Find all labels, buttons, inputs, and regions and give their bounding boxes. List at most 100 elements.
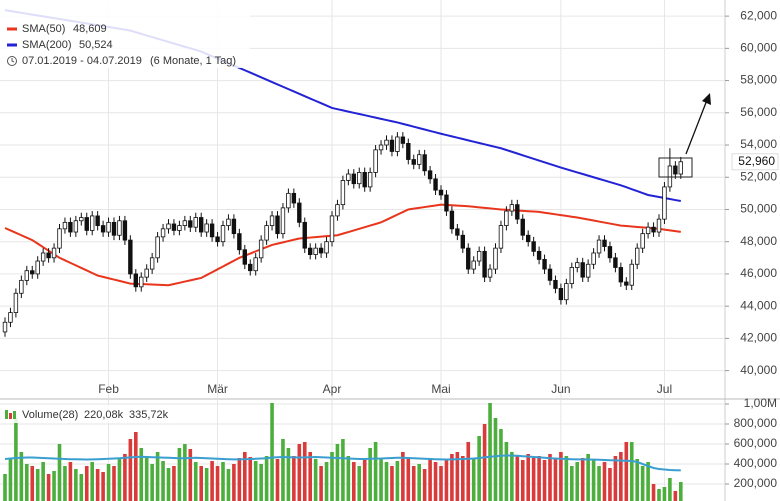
candle-body [607,246,613,259]
volume-bar [586,454,590,501]
volume-bar [352,462,356,501]
legend-value: 50,524 [79,39,113,51]
candle-body [280,207,286,235]
date-range: 07.01.2019 - 04.07.2019 [22,55,142,67]
volume-bar [477,436,481,501]
candle-body [297,202,302,223]
sma-line [4,203,681,287]
volume-bar [488,403,492,501]
candle-body [656,218,662,233]
y-tick-label: 600,000 [734,436,778,450]
candle-body [455,228,460,236]
volume-bar [259,464,263,501]
candle-body [19,279,24,294]
candle-body [558,288,564,301]
candle-body [149,257,155,270]
candle-body [133,273,138,288]
volume-bar [166,468,171,501]
candle-body [215,236,220,243]
candle-body [553,279,558,289]
volume-bar [450,454,454,501]
clock-icon [7,56,17,66]
volume-bar [602,462,607,501]
candle-body [253,257,258,272]
candle-body [438,189,444,196]
volume-bar [526,454,530,501]
candle-body [678,161,683,175]
volume-bar [117,458,122,501]
volume-bar [74,469,78,501]
candle-body [111,221,117,236]
x-tick-label: Jul [657,382,672,396]
candle-body [591,252,596,265]
candles [2,132,683,337]
legend-value: 220,08k [84,409,124,421]
candle-body [498,225,504,249]
legend-bg [0,0,250,68]
volume-bar [346,456,351,501]
volume-bar [466,442,471,501]
volume-bar [237,458,242,501]
volume-bar [281,439,285,501]
volume-ma-line [4,454,681,472]
y-tick-label: 56,000 [740,105,777,119]
candle-body [68,221,73,233]
volume-bar [150,464,154,501]
candle-body [57,228,62,249]
y-tick-label: 46,000 [740,266,777,280]
volume-bar [520,460,525,501]
candle-body [466,247,471,270]
volume-bar [542,460,547,501]
volume-bar [232,464,236,501]
volume-bar [580,458,585,501]
candle-body [62,221,68,230]
candle-body [471,260,476,270]
volume-bar [444,459,449,501]
volume-bar [384,462,389,501]
arrow [685,99,708,155]
volume-bar [308,452,312,501]
candle-body [106,221,111,233]
volume-bar [395,461,400,501]
volume-bar [548,454,552,501]
volume-bar [3,474,7,501]
legend-label: SMA(50) [22,23,65,35]
candle-body [51,247,57,259]
candle-body [95,215,100,226]
candle-body [624,281,629,286]
legend-value: 335,72k [129,409,169,421]
volume-bar [439,466,443,501]
legend-label: Volume(28) [22,409,78,421]
volume-bar [123,454,127,501]
candle-body [155,236,160,259]
volume-bar [63,466,67,501]
volume-bar [608,468,612,501]
volume-bar [482,424,487,501]
volume-bar [591,460,596,501]
volume-bar [101,472,105,501]
candle-body [46,252,51,259]
period: (6 Monate, 1 Tag) [150,55,236,67]
x-tick-label: Apr [323,382,342,396]
candle-body [585,263,591,278]
last-price-box [731,153,779,171]
candle-body [269,215,275,226]
candle-body [79,217,84,222]
volume-bar [199,466,203,501]
y-tick-label: 62,000 [740,8,777,22]
volume-bar [362,459,367,501]
volume-bar [193,462,198,501]
volume-bar [155,452,160,501]
candle-body [357,172,362,185]
candle-body [482,250,487,278]
volume-bar [79,474,84,501]
volume-bar [341,439,345,501]
candle-body [493,247,498,270]
volume [3,403,683,501]
legend-value: 48,609 [73,23,107,35]
y-tick-label: 1,00M [744,396,777,410]
volume-bar [25,464,29,501]
candle-body [509,204,515,212]
candle-body [640,233,645,249]
legend-swatch [9,413,12,419]
